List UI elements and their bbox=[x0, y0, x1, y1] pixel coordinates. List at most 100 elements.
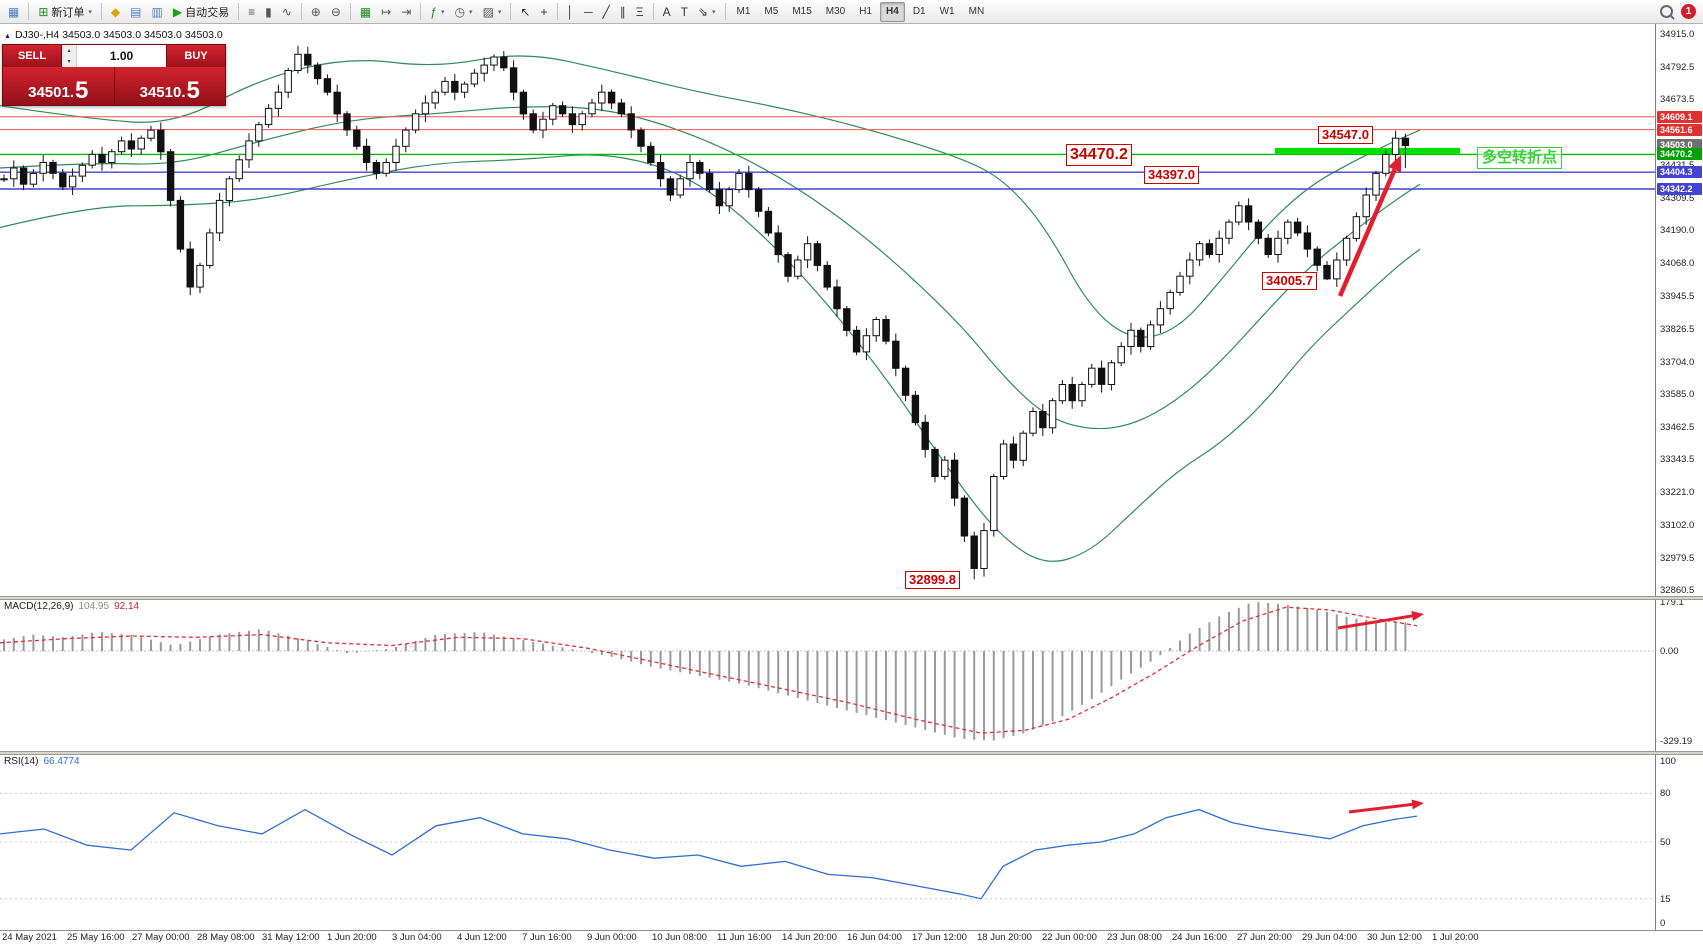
price-line-badge: 34609.1 bbox=[1657, 111, 1702, 123]
macd-name: MACD(12,26,9) bbox=[4, 601, 74, 612]
price-tick-label: 34915.0 bbox=[1660, 29, 1695, 40]
data-window-icon[interactable]: ▥ bbox=[147, 1, 168, 23]
price-tick-label: 33221.0 bbox=[1660, 487, 1695, 498]
volume-down-icon[interactable]: ▾ bbox=[62, 56, 76, 67]
arrows-icon[interactable]: ⇘ ▾ bbox=[693, 1, 721, 23]
timeframe-m30-button[interactable]: M30 bbox=[825, 6, 846, 17]
market-watch-icon[interactable]: ▤ bbox=[125, 1, 146, 23]
rsi-indicator-canvas[interactable] bbox=[0, 755, 1655, 930]
cursor-icon[interactable]: ↖ bbox=[515, 1, 535, 23]
price-tick-label: 33462.5 bbox=[1660, 422, 1695, 433]
tile-windows-icon[interactable]: ▦ bbox=[355, 1, 376, 23]
indicators-icon[interactable]: ƒ ▾ bbox=[425, 1, 449, 23]
timeframe-m15-button[interactable]: M15 bbox=[792, 6, 812, 17]
timeframe-h1-button[interactable]: H1 bbox=[859, 6, 873, 17]
price-callout-label[interactable]: 34005.7 bbox=[1262, 272, 1317, 291]
text-icon[interactable]: A bbox=[658, 1, 676, 23]
price-tick-label: 34190.0 bbox=[1660, 225, 1695, 236]
price-tick-label: 32979.5 bbox=[1660, 553, 1695, 564]
time-tick-label: 10 Jun 08:00 bbox=[652, 932, 707, 943]
rsi-line bbox=[0, 808, 1418, 900]
buy-button[interactable]: BUY bbox=[167, 45, 225, 67]
data-window-icon: ▥ bbox=[151, 4, 163, 19]
autotrading-button[interactable]: ▶ 自动交易 bbox=[168, 1, 234, 23]
price-line-badge: 34404.3 bbox=[1657, 166, 1702, 178]
time-tick-label: 4 Jun 12:00 bbox=[457, 932, 507, 943]
bollinger-upper-band bbox=[0, 55, 1421, 338]
price-line-badge: 34342.2 bbox=[1657, 183, 1702, 195]
chart-window-icon[interactable]: ▦ bbox=[3, 1, 24, 23]
time-tick-label: 29 Jun 04:00 bbox=[1302, 932, 1357, 943]
candlestick-chart-icon[interactable]: ▮ bbox=[260, 1, 277, 23]
templates-icon[interactable]: ▨ ▾ bbox=[478, 1, 507, 23]
templates-icon: ▨ bbox=[482, 4, 494, 19]
buy-price-button[interactable]: 34510. 5 bbox=[115, 67, 226, 105]
timeframe-h4-button[interactable]: H4 bbox=[880, 1, 905, 22]
new-order-button[interactable]: ⊞ 新订单 ▾ bbox=[33, 1, 97, 23]
toolbar-separator bbox=[238, 3, 240, 20]
equidistant-channel-icon[interactable]: ∥ bbox=[615, 1, 631, 23]
autotrading-button: ▶ bbox=[172, 4, 183, 19]
timeframe-group: M1 M5 M15 M30 H1 H4 D1 W1 MN bbox=[730, 1, 992, 23]
main-chart-area[interactable]: ▲ DJ30-,H4 34503.0 34503.0 34503.0 34503.… bbox=[0, 24, 1655, 596]
price-callout-label[interactable]: 34470.2 bbox=[1066, 144, 1132, 166]
support-zone-rectangle[interactable] bbox=[1275, 147, 1460, 154]
time-tick-label: 31 May 12:00 bbox=[262, 932, 320, 943]
metaeditor-icon[interactable]: ◆ bbox=[106, 1, 125, 23]
rsi-panel-separator[interactable] bbox=[0, 751, 1703, 755]
chart-shift-icon[interactable]: ⇥ bbox=[396, 1, 416, 23]
price-tick-label: 34068.0 bbox=[1660, 258, 1695, 269]
price-chart-canvas[interactable] bbox=[0, 24, 1655, 596]
macd-indicator-canvas[interactable] bbox=[0, 600, 1655, 751]
horizontal-line-icon[interactable]: ─ bbox=[579, 1, 598, 23]
trendline-icon[interactable]: ╱ bbox=[598, 1, 615, 23]
crosshair-icon[interactable]: + bbox=[535, 1, 552, 23]
toolbar-separator bbox=[28, 3, 30, 20]
price-tick-label: 33704.0 bbox=[1660, 357, 1695, 368]
text-label-icon[interactable]: T bbox=[676, 1, 693, 23]
auto-scroll-icon[interactable]: ↦ bbox=[376, 1, 396, 23]
price-tick-label: 34673.5 bbox=[1660, 94, 1695, 105]
line-chart-icon[interactable]: ∿ bbox=[277, 1, 297, 23]
sell-button[interactable]: SELL bbox=[3, 45, 61, 67]
time-tick-label: 30 Jun 12:00 bbox=[1367, 932, 1422, 943]
sell-price-button[interactable]: 34501. 5 bbox=[3, 67, 115, 105]
price-callout-label[interactable]: 34397.0 bbox=[1144, 166, 1199, 185]
chevron-down-icon: ▾ bbox=[711, 8, 716, 16]
price-scale[interactable]: 34915.034792.534673.534552.534431.534309… bbox=[1655, 24, 1703, 943]
collapse-arrow-icon[interactable]: ▲ bbox=[4, 33, 11, 40]
volume-box: ▴ ▾ bbox=[61, 45, 167, 67]
time-axis[interactable]: 24 May 2021 25 May 16:00 27 May 00:00 28 Ma… bbox=[0, 930, 1703, 944]
bar-chart-icon[interactable]: ≡ bbox=[243, 1, 260, 23]
vertical-line-icon: │ bbox=[566, 4, 575, 19]
indicators-icon: ƒ bbox=[430, 4, 438, 19]
zoom-out-icon: ⊖ bbox=[330, 4, 341, 19]
timeframe-m5-button[interactable]: M5 bbox=[764, 6, 779, 17]
time-tick-label: 27 Jun 20:00 bbox=[1237, 932, 1292, 943]
new-order-button: ⊞ bbox=[38, 4, 49, 19]
periods-icon[interactable]: ◷ ▾ bbox=[450, 1, 478, 23]
new-order-button-label: 新订单 bbox=[51, 6, 85, 19]
arrows-icon: ⇘ bbox=[697, 4, 708, 19]
volume-up-icon[interactable]: ▴ bbox=[62, 45, 76, 56]
macd-panel-separator[interactable] bbox=[0, 596, 1703, 600]
notification-badge[interactable]: 1 bbox=[1681, 4, 1696, 19]
timeframe-d1-button[interactable]: D1 bbox=[912, 6, 926, 17]
symbol-ohlc-text: DJ30-,H4 34503.0 34503.0 34503.0 34503.0 bbox=[14, 29, 223, 41]
price-tick-label: 33826.5 bbox=[1660, 324, 1695, 335]
timeframe-mn-button[interactable]: MN bbox=[968, 6, 985, 17]
chart-window-icon: ▦ bbox=[8, 4, 20, 19]
turning-point-annotation[interactable]: 多空转折点 bbox=[1477, 147, 1563, 169]
volume-input[interactable] bbox=[77, 45, 166, 67]
timeframe-m1-button[interactable]: M1 bbox=[736, 6, 751, 17]
timeframe-w1-button[interactable]: W1 bbox=[939, 6, 955, 17]
zoom-in-icon[interactable]: ⊕ bbox=[306, 1, 326, 23]
price-callout-label[interactable]: 32899.8 bbox=[905, 571, 960, 590]
fibonacci-icon[interactable]: Ξ bbox=[631, 1, 649, 23]
price-callout-label[interactable]: 34547.0 bbox=[1318, 126, 1373, 145]
zoom-out-icon[interactable]: ⊖ bbox=[326, 1, 346, 23]
vertical-line-icon[interactable]: │ bbox=[562, 1, 580, 23]
time-tick-label: 17 Jun 12:00 bbox=[912, 932, 967, 943]
time-tick-label: 7 Jun 16:00 bbox=[522, 932, 572, 943]
search-icon[interactable] bbox=[1660, 5, 1673, 18]
